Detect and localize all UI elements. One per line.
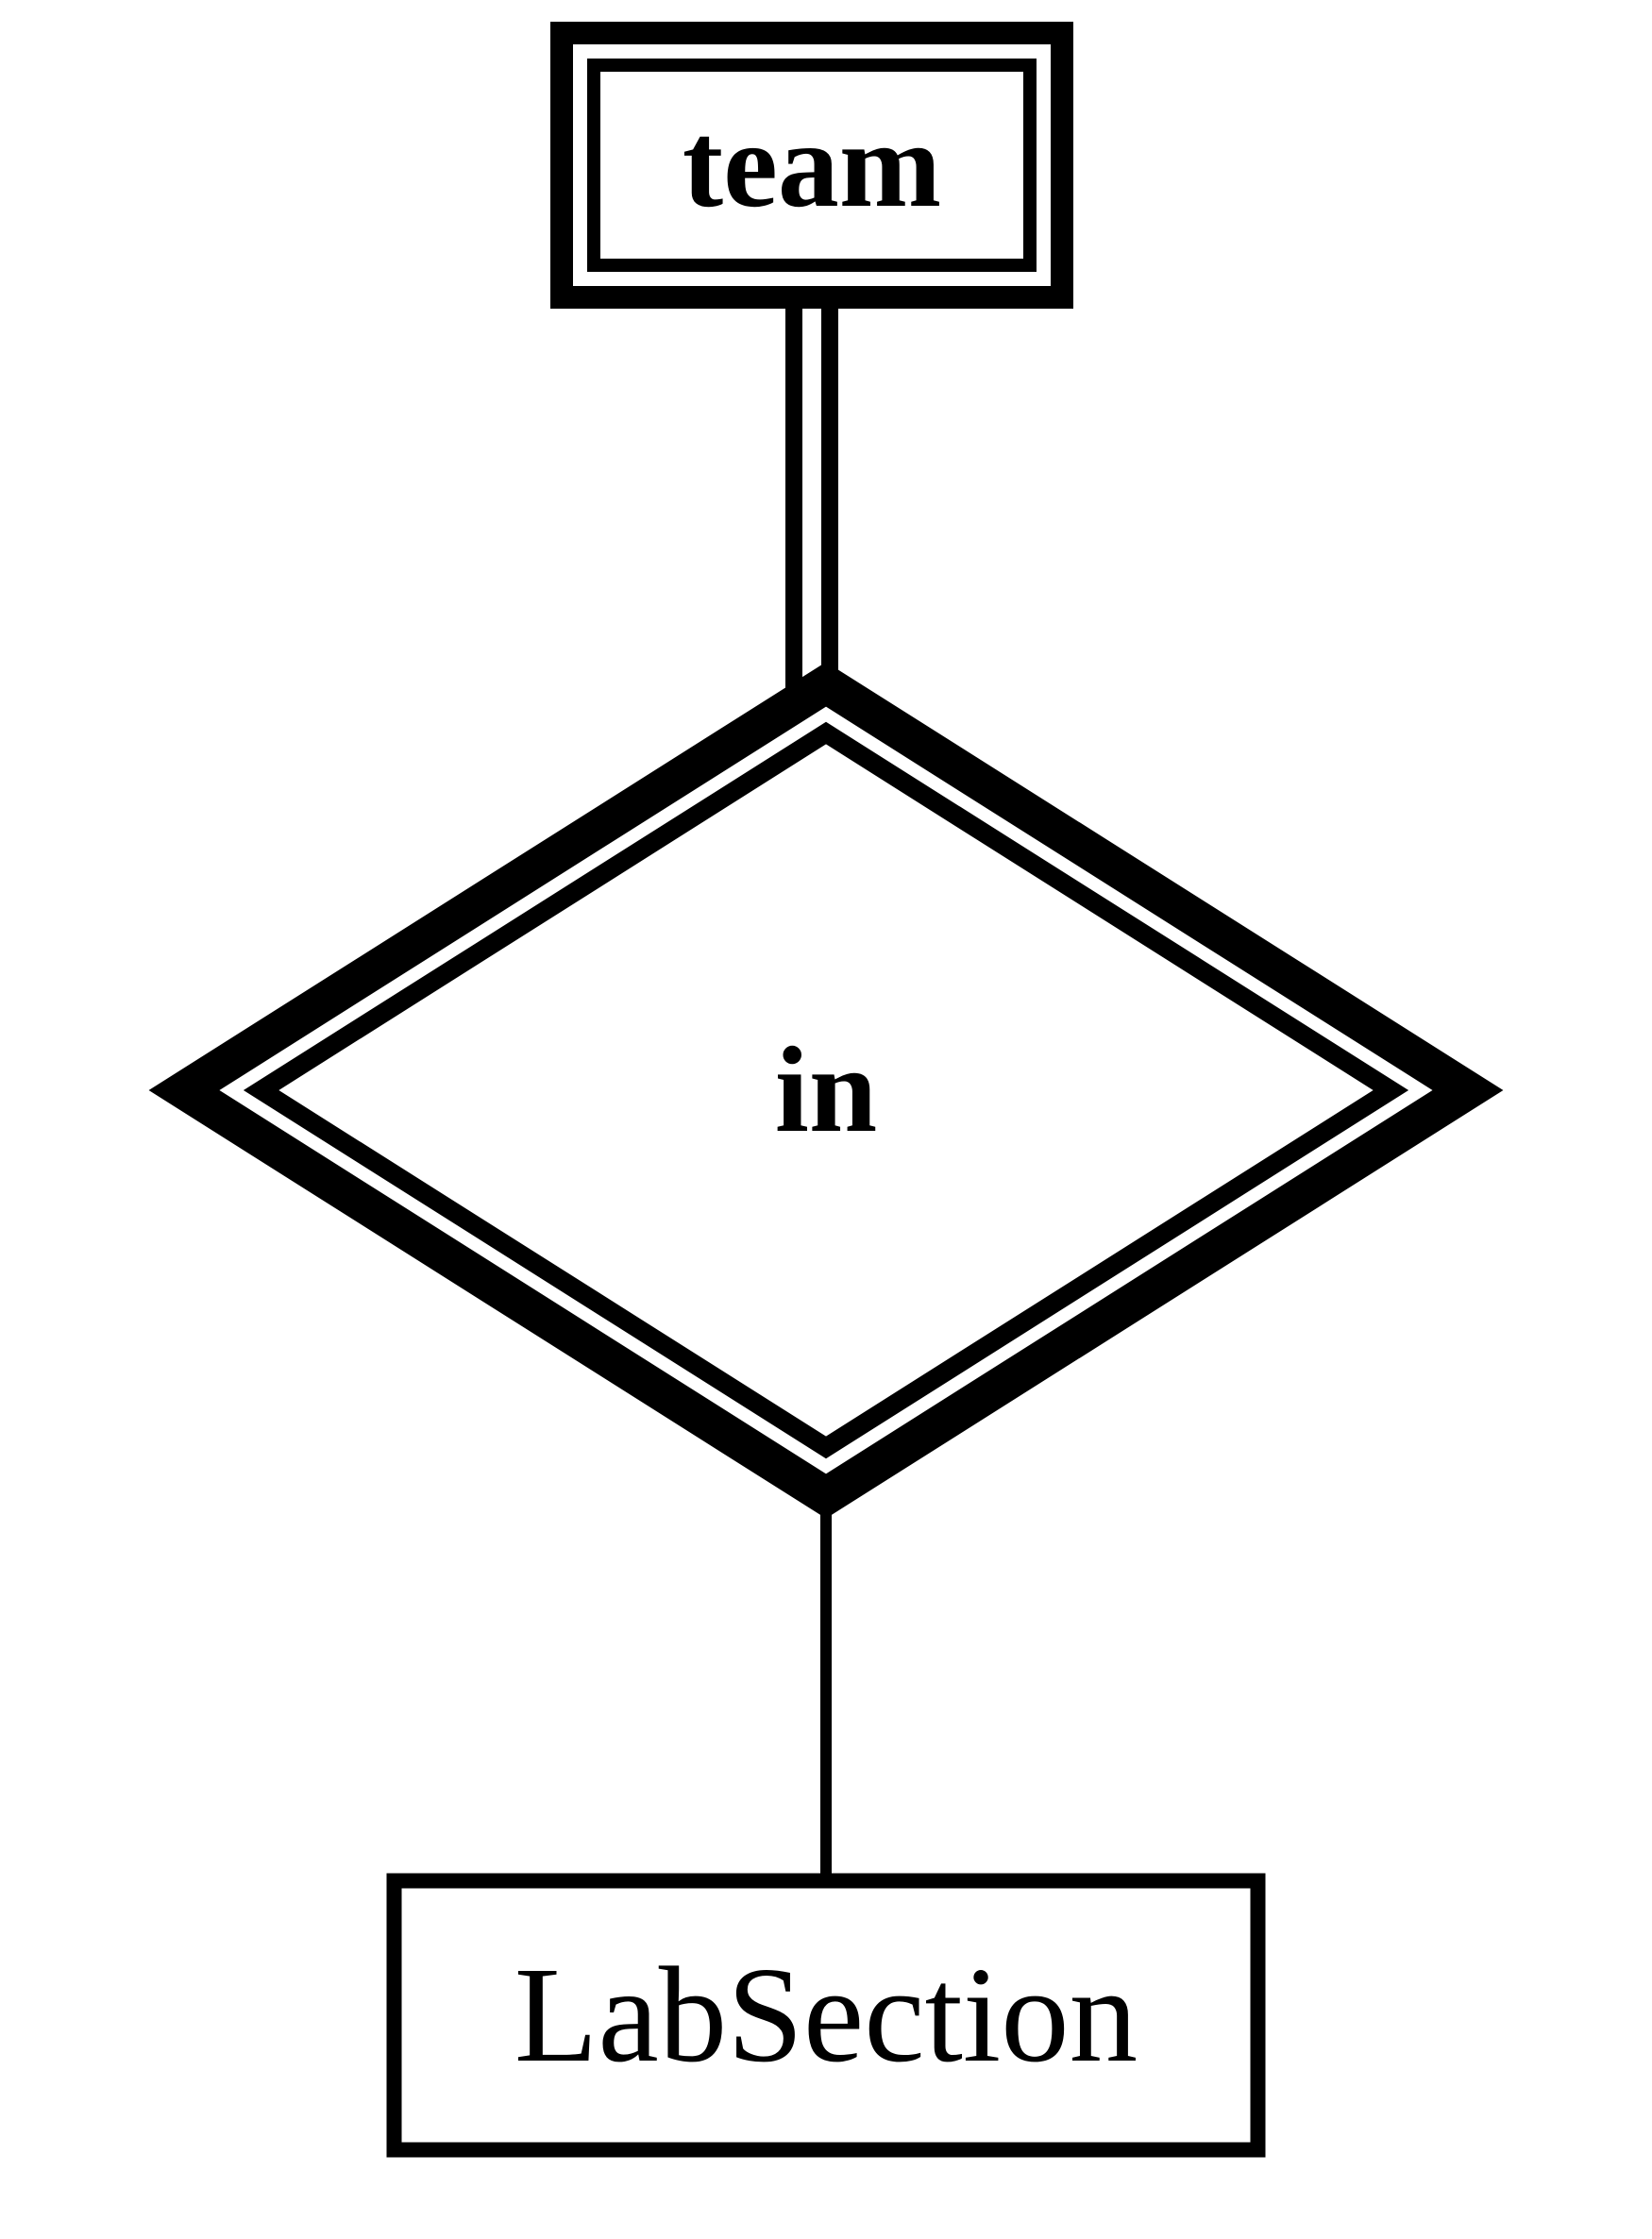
er-diagram: team in LabSection [0,0,1652,2234]
labsection-label: LabSection [514,1940,1138,2091]
identifying-relationship-in: in [184,684,1468,1496]
entity-labsection: LabSection [395,1881,1258,2150]
team-label: team [683,97,941,233]
edge-team-to-in [794,297,830,703]
in-label: in [775,1022,877,1158]
weak-entity-team: team [562,33,1062,297]
